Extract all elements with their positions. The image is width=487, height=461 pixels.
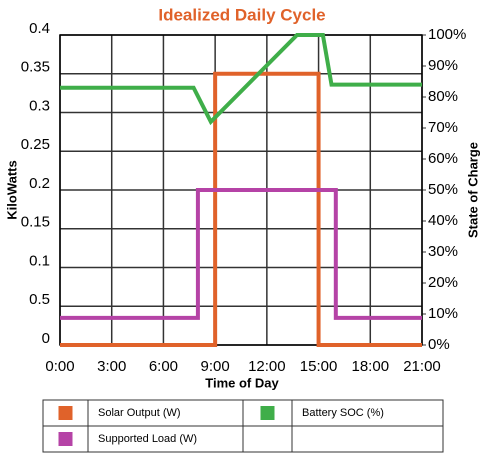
x-axis-title: Time of Day — [205, 375, 279, 390]
y2-tick-label: 80% — [428, 88, 458, 105]
y2-tick-label: 10% — [428, 305, 458, 322]
line-series — [60, 33, 422, 126]
x-tick-label: 6:00 — [149, 358, 178, 375]
y-tick-label: 0.4 — [29, 20, 50, 37]
legend-label: Solar Output (W) — [98, 407, 181, 419]
y2-tick-label: 90% — [428, 57, 458, 74]
x-tick-label: 12:00 — [248, 358, 286, 375]
y2-tick-label: 60% — [428, 150, 458, 167]
y-tick-label: 0.25 — [21, 136, 50, 153]
line-series — [60, 71, 422, 347]
y2-tick-label: 20% — [428, 274, 458, 291]
chart-title: Idealized Daily Cycle — [158, 5, 325, 24]
x-tick-label: 0:00 — [45, 358, 74, 375]
legend-swatch — [58, 432, 73, 446]
y-tick-label: 0.5 — [29, 291, 50, 308]
x-tick-label: 18:00 — [352, 358, 390, 375]
legend-label: Supported Load (W) — [98, 433, 197, 445]
x-tick-label: 3:00 — [97, 358, 126, 375]
legend-swatch — [260, 406, 275, 420]
y-tick-label: 0.35 — [21, 59, 50, 76]
x-tick-label: 15:00 — [300, 358, 338, 375]
y-tick-label: 0.15 — [21, 214, 50, 231]
y-axis-title: KiloWatts — [4, 160, 19, 219]
line-series — [60, 188, 422, 320]
x-tick-label: 21:00 — [403, 358, 441, 375]
y2-axis-title: State of Charge — [465, 142, 480, 238]
y2-tick-label: 40% — [428, 212, 458, 229]
y2-tick-label: 100% — [428, 26, 466, 43]
y2-tick-label: 0% — [428, 336, 450, 353]
y-tick-label: 0 — [42, 330, 50, 347]
y-tick-label: 0.1 — [29, 252, 50, 269]
x-tick-label: 9:00 — [201, 358, 230, 375]
y-tick-label: 0.3 — [29, 97, 50, 114]
plot-border — [59, 34, 423, 346]
legend-label: Battery SOC (%) — [302, 407, 384, 419]
y2-tick-label: 30% — [428, 243, 458, 260]
y2-tick-label: 50% — [428, 181, 458, 198]
y-tick-label: 0.2 — [29, 175, 50, 192]
y2-tick-label: 70% — [428, 119, 458, 136]
legend-swatch — [58, 406, 73, 420]
